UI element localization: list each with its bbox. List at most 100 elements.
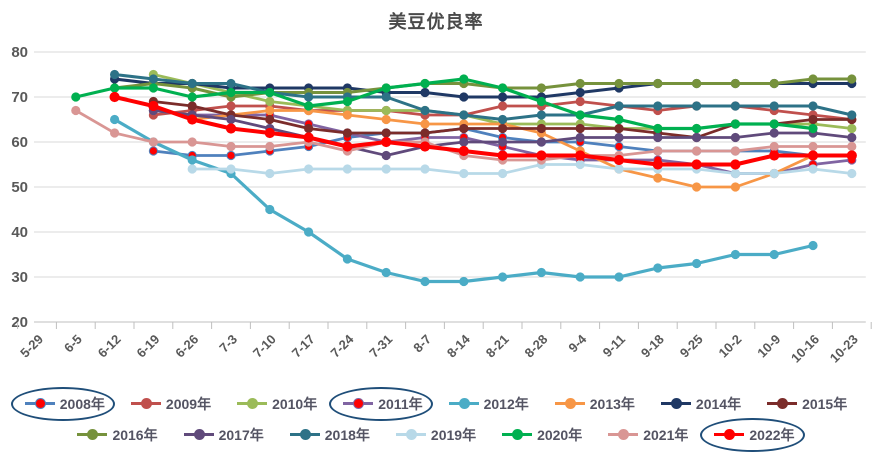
data-point-2019年-9-4 xyxy=(575,159,585,170)
data-point-2015年-6-26 xyxy=(187,101,197,111)
x-tick-label: 10-16 xyxy=(788,332,822,366)
x-tick-label: 7-10 xyxy=(250,332,279,361)
data-point-2015年-8-7 xyxy=(420,128,430,138)
data-point-2012年-9-4 xyxy=(575,272,585,282)
x-axis-labels: 5-29 6-5 6-12 6-19 6-26 7-3 7-10 7-17 7-24 7-31 8-… xyxy=(17,322,872,366)
x-tick-label: 6-26 xyxy=(172,332,201,361)
x-tick-label: 10-9 xyxy=(754,332,783,361)
legend-marker-icon-2020年 xyxy=(502,430,533,439)
legend-item-2009年: 2009年 xyxy=(130,394,211,414)
data-point-2016年-10-9 xyxy=(769,78,779,89)
legend-marker-icon-2014年 xyxy=(660,399,691,408)
data-point-2014年-9-4 xyxy=(575,87,585,98)
data-point-2020年-7-17 xyxy=(304,101,314,111)
legend-item-2018年: 2018年 xyxy=(289,425,370,445)
data-point-2021年-10-2 xyxy=(730,146,741,156)
data-point-2017年-9-25 xyxy=(692,132,702,143)
legend-marker-icon-2021年 xyxy=(608,430,639,439)
data-point-2012年-6-12 xyxy=(110,114,120,125)
data-point-2020年-8-28 xyxy=(536,96,547,107)
data-point-2009年-9-4 xyxy=(575,96,585,107)
x-tick-label: 9-4 xyxy=(565,331,589,355)
data-point-2019年-6-26 xyxy=(187,164,197,174)
data-point-2020年-9-11 xyxy=(614,114,624,125)
x-tick-label: 7-31 xyxy=(366,332,395,361)
data-point-2013年-7-10 xyxy=(265,105,275,116)
data-point-2022年-10-16 xyxy=(807,150,819,161)
data-point-2021年-6-12 xyxy=(110,128,120,138)
data-point-2015年-7-24 xyxy=(342,128,352,138)
legend-marker-icon-2008年 xyxy=(24,399,55,408)
data-point-2022年-9-18 xyxy=(652,159,663,170)
y-tick-label: 50 xyxy=(11,179,28,196)
legend-marker-icon-2012年 xyxy=(448,399,479,408)
x-tick-label: 9-25 xyxy=(677,332,706,361)
x-tick-label: 6-12 xyxy=(95,332,124,361)
data-point-2016年-9-4 xyxy=(575,78,585,89)
data-point-2022年-8-14 xyxy=(458,145,469,157)
legend-marker-icon-2018年 xyxy=(289,430,320,439)
legend-item-2014年: 2014年 xyxy=(660,394,741,414)
data-point-2020年-9-25 xyxy=(692,123,702,134)
data-point-2017年-10-23 xyxy=(847,132,857,143)
data-point-2019年-10-2 xyxy=(730,168,741,179)
series-2022年 xyxy=(109,91,857,170)
legend-item-2012年: 2012年 xyxy=(448,394,529,414)
data-point-2020年-10-9 xyxy=(769,119,779,129)
data-point-2016年-10-2 xyxy=(730,78,741,89)
legend-marker-icon-2010年 xyxy=(237,399,268,408)
data-point-2013年-7-31 xyxy=(381,114,391,125)
data-point-2020年-7-3 xyxy=(226,87,236,98)
data-point-2019年-7-17 xyxy=(304,164,314,174)
data-point-2016年-9-18 xyxy=(653,78,663,89)
data-point-2022年-6-12 xyxy=(109,91,120,103)
data-point-2016年-9-11 xyxy=(614,78,624,89)
data-point-2015年-9-11 xyxy=(614,123,624,134)
data-point-2010年-10-23 xyxy=(847,123,857,134)
data-point-2021年-7-3 xyxy=(226,141,236,152)
data-point-2016年-10-23 xyxy=(847,74,857,84)
legend-item-2022年: 2022年 xyxy=(700,417,805,452)
x-tick-label: 10-2 xyxy=(716,332,745,361)
data-point-2015年-10-16 xyxy=(808,114,818,125)
y-tick-label: 70 xyxy=(11,89,28,106)
data-point-2013年-9-18 xyxy=(653,173,663,183)
data-point-2018年-7-3 xyxy=(226,78,236,89)
data-point-2010年-7-31 xyxy=(381,105,391,116)
data-point-2020年-9-4 xyxy=(575,110,585,120)
legend-item-2019年: 2019年 xyxy=(395,425,477,445)
x-tick-label: 6-5 xyxy=(61,332,85,356)
data-point-2017年-8-21 xyxy=(498,137,508,147)
data-point-2019年-7-10 xyxy=(265,168,275,179)
x-tick-label: 9-11 xyxy=(600,332,629,361)
data-point-2020年-6-5 xyxy=(71,92,81,102)
data-point-2020年-9-18 xyxy=(653,123,663,134)
data-point-2019年-8-7 xyxy=(420,164,430,174)
data-point-2020年-6-12 xyxy=(110,83,120,93)
legend-marker-icon-2016年 xyxy=(77,430,108,439)
data-point-2009年-7-3 xyxy=(226,101,236,111)
legend-item-2016年: 2016年 xyxy=(77,425,158,445)
data-point-2019年-8-21 xyxy=(498,168,508,179)
data-point-2018年-8-7 xyxy=(420,105,430,116)
data-point-2021年-6-26 xyxy=(187,137,197,147)
x-tick-label: 5-29 xyxy=(17,332,46,361)
data-point-2012年-7-10 xyxy=(265,204,275,215)
data-point-2018年-6-19 xyxy=(148,74,158,84)
data-point-2022年-7-3 xyxy=(225,123,237,134)
data-point-2016年-10-16 xyxy=(808,74,818,84)
y-tick-label: 80 xyxy=(11,44,28,61)
data-point-2017年-9-4 xyxy=(575,132,585,143)
chart-title: 美豆优良率 xyxy=(388,12,484,32)
legend-label-2013年: 2013年 xyxy=(589,395,635,412)
legend-label-2019年: 2019年 xyxy=(430,426,477,443)
y-axis-labels: 20 30 40 50 60 70 80 xyxy=(11,44,28,331)
legend-marker-icon-2013年 xyxy=(554,399,585,408)
data-point-2022年-10-2 xyxy=(730,159,741,170)
legend-label-2011年: 2011年 xyxy=(378,395,423,412)
data-point-2018年-9-11 xyxy=(614,101,624,111)
data-point-2022年-6-26 xyxy=(187,114,198,125)
legend-label-2010年: 2010年 xyxy=(272,395,318,412)
data-point-2018年-9-25 xyxy=(692,101,702,111)
data-point-2017年-8-14 xyxy=(459,137,469,147)
